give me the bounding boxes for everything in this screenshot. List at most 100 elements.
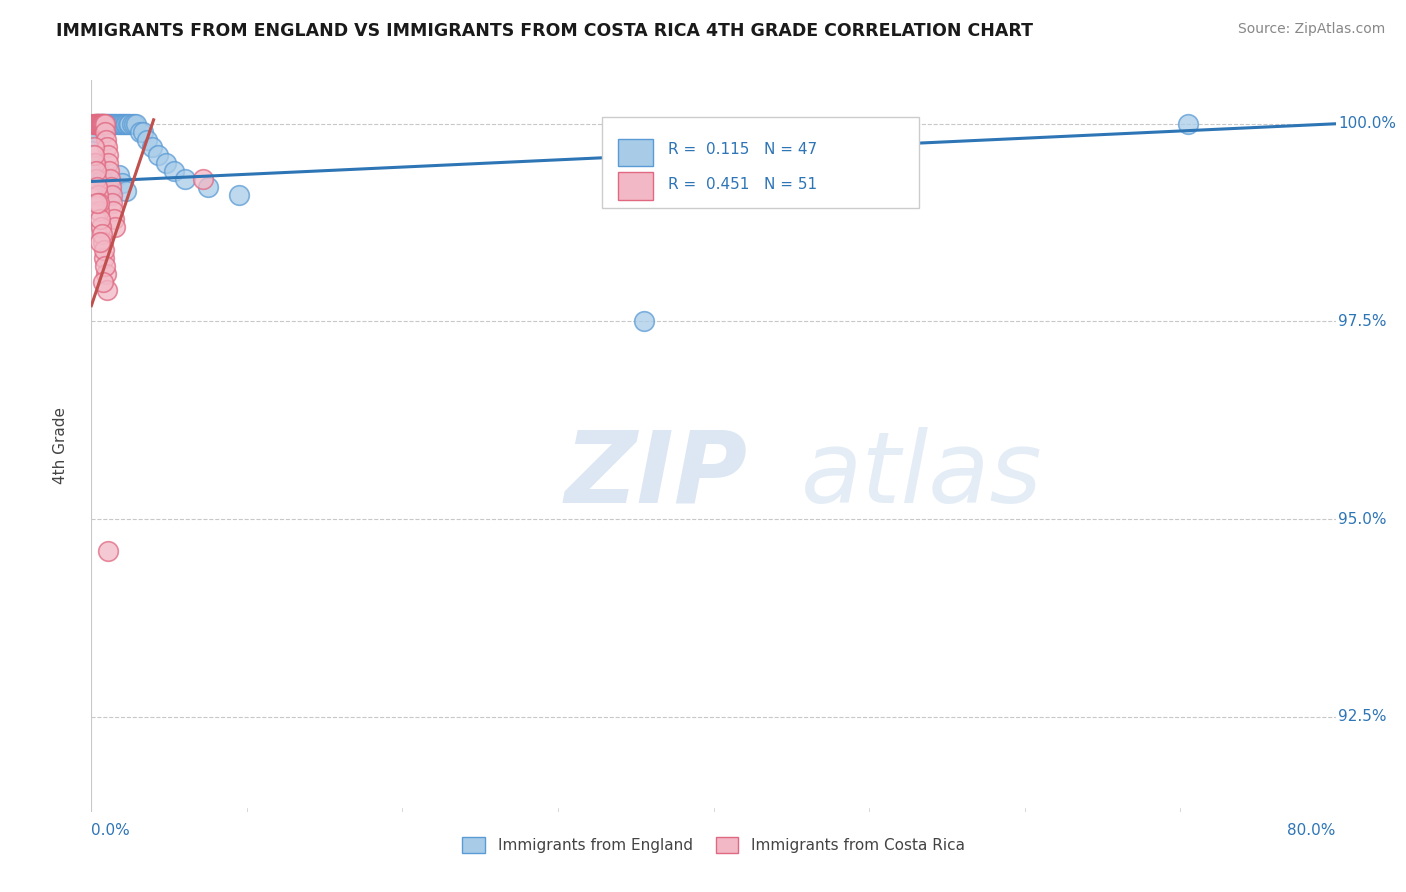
Point bbox=[228, 188, 250, 202]
Point bbox=[86, 172, 108, 186]
Point bbox=[114, 117, 136, 131]
Point bbox=[89, 235, 111, 250]
Point bbox=[96, 132, 118, 146]
Point bbox=[83, 140, 105, 154]
Point bbox=[91, 235, 114, 250]
Point bbox=[98, 117, 121, 131]
Text: 0.0%: 0.0% bbox=[91, 822, 131, 838]
Point bbox=[197, 180, 219, 194]
Point bbox=[96, 283, 118, 297]
Text: Source: ZipAtlas.com: Source: ZipAtlas.com bbox=[1237, 22, 1385, 37]
Point bbox=[89, 164, 111, 178]
Point bbox=[90, 117, 112, 131]
Point bbox=[90, 219, 112, 234]
Point bbox=[141, 140, 163, 154]
Text: 80.0%: 80.0% bbox=[1288, 822, 1336, 838]
Text: 97.5%: 97.5% bbox=[1339, 314, 1386, 329]
Point bbox=[87, 117, 110, 131]
Text: IMMIGRANTS FROM ENGLAND VS IMMIGRANTS FROM COSTA RICA 4TH GRADE CORRELATION CHAR: IMMIGRANTS FROM ENGLAND VS IMMIGRANTS FR… bbox=[56, 22, 1033, 40]
Point bbox=[117, 117, 139, 131]
Point bbox=[97, 156, 120, 170]
Point bbox=[89, 117, 111, 131]
Point bbox=[89, 117, 111, 131]
Point bbox=[91, 275, 114, 289]
Text: atlas: atlas bbox=[800, 426, 1042, 524]
Point bbox=[173, 172, 195, 186]
Point bbox=[193, 172, 215, 186]
Point bbox=[91, 117, 114, 131]
Point bbox=[82, 117, 104, 131]
Point bbox=[86, 117, 108, 131]
Point bbox=[107, 117, 129, 131]
Point bbox=[89, 203, 111, 218]
Point bbox=[155, 156, 177, 170]
Point bbox=[83, 156, 105, 170]
Point bbox=[93, 117, 115, 131]
Point bbox=[112, 117, 135, 131]
Text: 4th Grade: 4th Grade bbox=[53, 408, 67, 484]
Point bbox=[91, 117, 114, 131]
Point bbox=[121, 117, 143, 131]
Point bbox=[87, 117, 110, 131]
Point bbox=[94, 125, 117, 139]
Legend: Immigrants from England, Immigrants from Costa Rica: Immigrants from England, Immigrants from… bbox=[457, 830, 970, 859]
Text: 92.5%: 92.5% bbox=[1339, 709, 1386, 724]
Point bbox=[125, 117, 148, 131]
Text: 95.0%: 95.0% bbox=[1339, 512, 1386, 526]
Point bbox=[93, 117, 115, 131]
Point bbox=[96, 117, 118, 131]
Point bbox=[100, 117, 122, 131]
Point bbox=[84, 117, 107, 131]
Point bbox=[96, 180, 118, 194]
Point bbox=[98, 172, 121, 186]
Point bbox=[115, 117, 138, 131]
Point bbox=[111, 117, 134, 131]
Point bbox=[93, 244, 115, 258]
Point bbox=[100, 180, 122, 194]
Point bbox=[87, 188, 110, 202]
Point bbox=[100, 188, 122, 202]
Point bbox=[103, 211, 125, 226]
Point bbox=[136, 132, 159, 146]
Text: ZIP: ZIP bbox=[564, 426, 747, 524]
Point bbox=[122, 117, 145, 131]
FancyBboxPatch shape bbox=[617, 172, 652, 200]
Point bbox=[132, 125, 155, 139]
Point bbox=[118, 117, 141, 131]
Point bbox=[87, 195, 110, 210]
Point bbox=[633, 314, 655, 328]
Point bbox=[128, 125, 150, 139]
Point bbox=[101, 195, 124, 210]
Point bbox=[1177, 117, 1199, 131]
Point bbox=[108, 168, 131, 182]
Point bbox=[96, 140, 118, 154]
Point bbox=[86, 195, 108, 210]
Text: R =  0.451   N = 51: R = 0.451 N = 51 bbox=[668, 177, 817, 192]
Point bbox=[93, 117, 115, 131]
Point bbox=[104, 117, 127, 131]
Point bbox=[98, 188, 121, 202]
Point bbox=[94, 259, 117, 273]
Point bbox=[93, 251, 115, 265]
Text: 100.0%: 100.0% bbox=[1339, 116, 1396, 131]
Point bbox=[90, 117, 112, 131]
Point bbox=[89, 117, 111, 131]
Point bbox=[84, 125, 107, 139]
Point bbox=[91, 117, 114, 131]
Point bbox=[83, 148, 105, 162]
Point bbox=[108, 117, 131, 131]
Point bbox=[97, 148, 120, 162]
Point bbox=[103, 117, 125, 131]
Point bbox=[114, 184, 136, 198]
Point bbox=[163, 164, 186, 178]
Point bbox=[86, 117, 108, 131]
Point bbox=[97, 543, 120, 558]
FancyBboxPatch shape bbox=[617, 138, 652, 167]
Point bbox=[89, 211, 111, 226]
Point bbox=[86, 180, 108, 194]
Point bbox=[97, 117, 120, 131]
Point bbox=[94, 267, 117, 281]
Point bbox=[84, 156, 107, 170]
Point bbox=[91, 172, 114, 186]
Point bbox=[98, 164, 121, 178]
